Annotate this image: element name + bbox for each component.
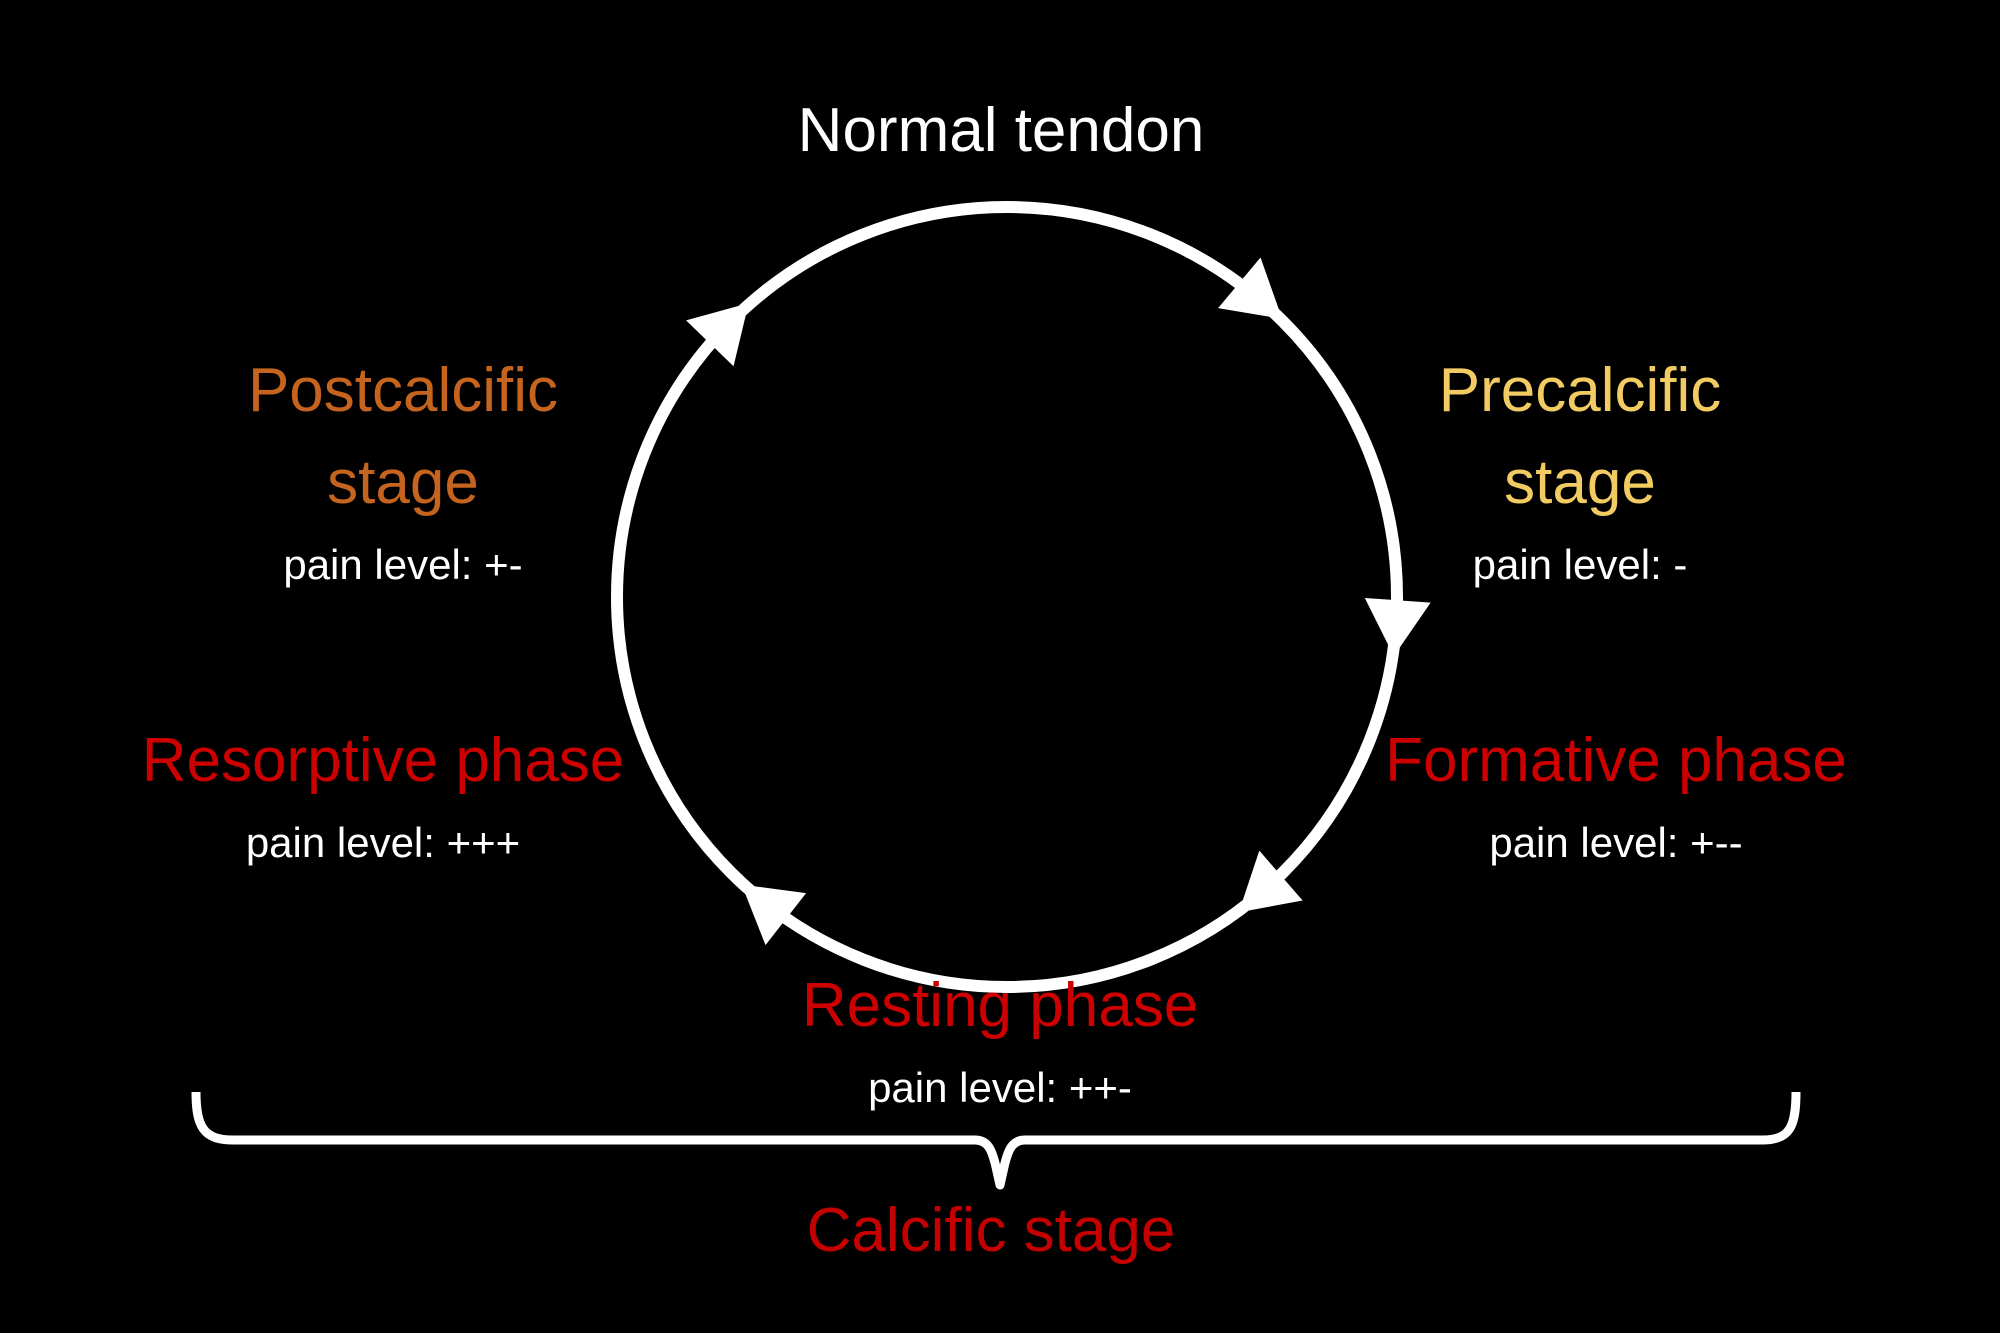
stage-postcalcific-name: Postcalcific stage (247, 356, 559, 517)
stage-resting: Resting phase pain level: ++- (720, 960, 1280, 1112)
cycle-arrowhead-icon (1364, 597, 1431, 657)
stage-postcalcific-pain-level: pain level: +- (283, 541, 523, 588)
cycle-arrowhead-icon (686, 303, 749, 367)
stage-precalcific-name: Precalcific stage (1438, 356, 1722, 517)
cycle-arrowhead-icon (1218, 257, 1283, 319)
calcific-stage-label: Calcific stage (806, 1196, 1176, 1265)
stage-resting-pain-level: pain level: ++- (868, 1064, 1132, 1111)
cycle-circle (611, 201, 1403, 993)
stage-precalcific-pain-level: pain level: - (1472, 541, 1688, 588)
stage-resorptive: Resorptive phase pain level: +++ (103, 715, 663, 867)
cycle-arrowhead-icon (1238, 850, 1303, 913)
stage-precalcific: Precalcific stage pain level: - (1400, 345, 1760, 589)
stage-resting-name: Resting phase (801, 971, 1199, 1040)
stage-formative-pain-level: pain level: +-- (1489, 819, 1743, 866)
stage-formative: Formative phase pain level: +-- (1336, 715, 1896, 867)
cycle-arrowheads (686, 257, 1431, 946)
stage-resorptive-pain-level: pain level: +++ (245, 819, 521, 866)
stage-postcalcific: Postcalcific stage pain level: +- (193, 345, 613, 589)
cycle-arrowhead-icon (741, 884, 807, 946)
stage-resorptive-name: Resorptive phase (141, 726, 625, 795)
bracket-brace-icon (191, 1091, 1801, 1190)
normal-tendon-label: Normal tendon (797, 96, 1205, 165)
stage-formative-name: Formative phase (1385, 726, 1847, 795)
